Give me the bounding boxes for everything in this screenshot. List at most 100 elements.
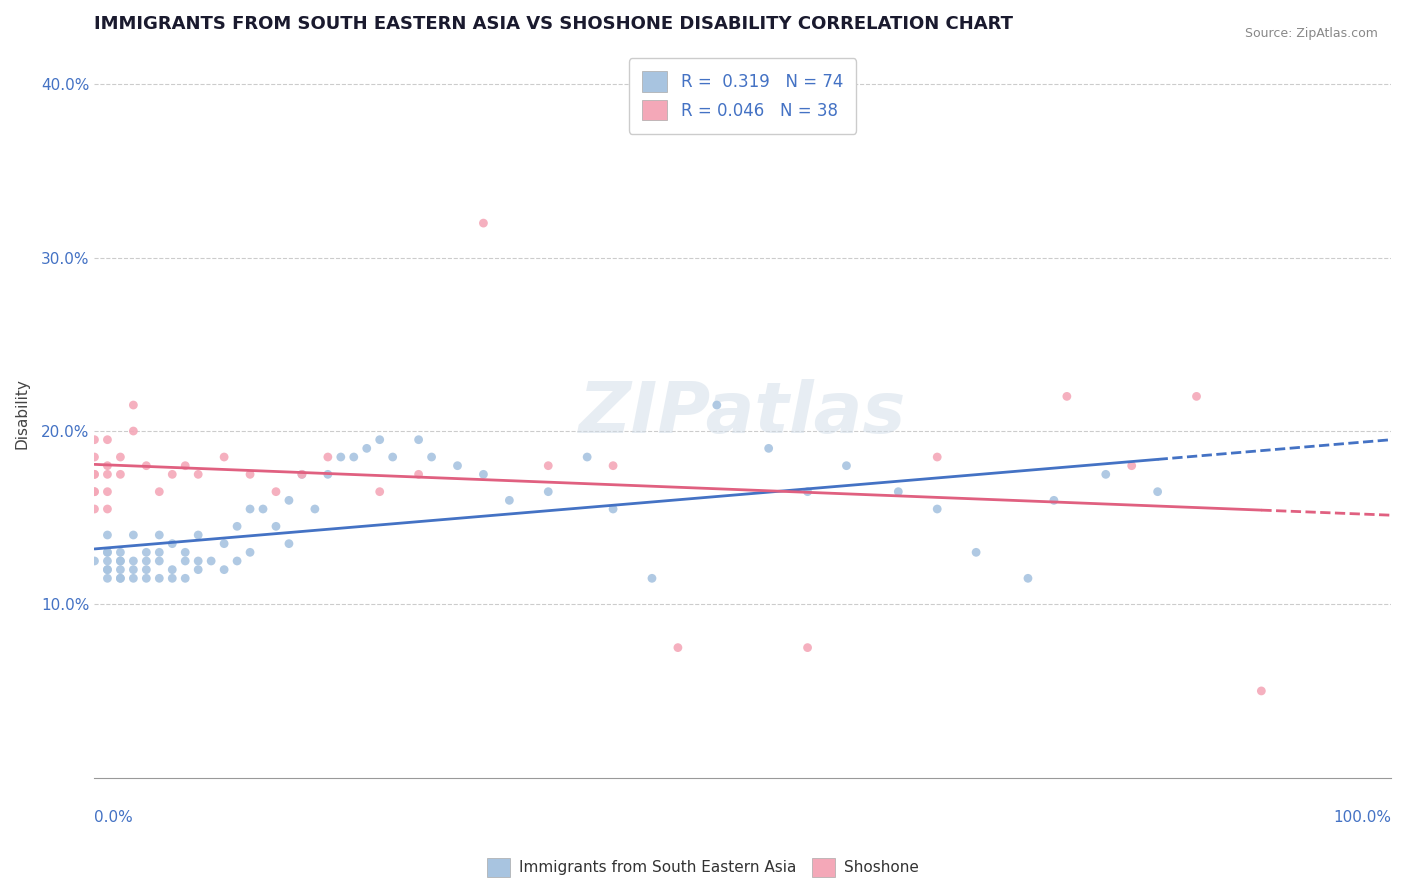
Point [96,563,118,577]
Point [758,442,780,456]
Point [835,458,858,473]
Point [148,545,170,559]
Point [187,563,209,577]
Point [239,545,262,559]
Point [148,554,170,568]
Text: ZIPatlas: ZIPatlas [579,379,907,448]
Text: Source: ZipAtlas.com: Source: ZipAtlas.com [1244,27,1378,40]
Point [537,484,560,499]
Point [239,502,262,516]
Point [706,398,728,412]
Point [264,484,287,499]
Point [796,640,818,655]
Point [96,563,118,577]
Point [576,450,599,464]
Point [343,450,366,464]
Point [83,554,105,568]
Point [356,442,378,456]
Point [96,528,118,542]
Point [110,571,132,585]
Point [472,216,495,230]
Point [135,571,157,585]
Point [110,554,132,568]
Point [96,502,118,516]
Point [162,536,184,550]
Point [83,433,105,447]
Point [96,545,118,559]
Point [1094,467,1116,482]
Point [83,467,105,482]
Point [96,554,118,568]
Point [122,424,145,438]
Point [110,554,132,568]
Point [1043,493,1066,508]
Point [122,571,145,585]
Point [96,484,118,499]
Point [1146,484,1168,499]
Point [96,458,118,473]
Point [278,536,301,550]
Point [252,502,274,516]
Point [110,545,132,559]
Point [498,493,520,508]
Point [122,554,145,568]
Point [174,571,197,585]
Point [96,467,118,482]
Point [174,458,197,473]
Y-axis label: Disability: Disability [15,378,30,450]
Point [174,545,197,559]
Point [212,536,235,550]
Legend: Immigrants from South Eastern Asia, Shoshone: Immigrants from South Eastern Asia, Shos… [479,850,927,884]
Point [135,563,157,577]
Point [472,467,495,482]
Legend: R =  0.319   N = 74, R = 0.046   N = 38: R = 0.319 N = 74, R = 0.046 N = 38 [628,58,856,134]
Point [316,450,339,464]
Point [278,493,301,508]
Point [200,554,222,568]
Point [83,467,105,482]
Point [602,502,624,516]
Point [1056,389,1078,403]
Point [965,545,987,559]
Point [83,484,105,499]
Point [420,450,443,464]
Point [446,458,468,473]
Point [148,571,170,585]
Point [148,528,170,542]
Point [537,458,560,473]
Point [212,563,235,577]
Point [1185,389,1208,403]
Point [83,484,105,499]
Point [408,467,430,482]
Point [1017,571,1039,585]
Point [83,450,105,464]
Point [162,571,184,585]
Point [408,433,430,447]
Point [602,458,624,473]
Point [329,450,352,464]
Point [162,467,184,482]
Point [110,563,132,577]
Point [96,433,118,447]
Point [187,528,209,542]
Point [187,554,209,568]
Point [666,640,689,655]
Point [316,467,339,482]
Text: 100.0%: 100.0% [1333,810,1391,825]
Point [927,502,949,516]
Point [368,484,391,499]
Point [239,467,262,482]
Point [1121,458,1143,473]
Point [96,545,118,559]
Point [174,554,197,568]
Point [135,545,157,559]
Point [162,563,184,577]
Point [212,450,235,464]
Text: 0.0%: 0.0% [94,810,134,825]
Point [122,563,145,577]
Point [887,484,910,499]
Point [96,571,118,585]
Point [110,450,132,464]
Point [135,458,157,473]
Point [291,467,314,482]
